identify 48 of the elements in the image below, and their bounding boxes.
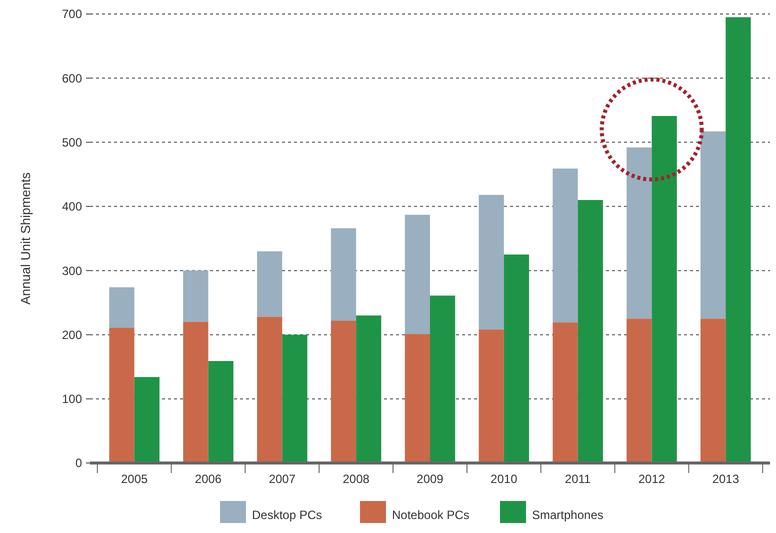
bar (109, 287, 134, 328)
y-axis-title: Annual Unit Shipments (18, 172, 33, 305)
bar (578, 200, 603, 463)
legend-label: Notebook PCs (392, 508, 470, 522)
bar (257, 251, 282, 317)
bar (282, 334, 308, 463)
bar (726, 17, 751, 463)
x-tick-label: 2007 (268, 472, 296, 486)
y-tick-label: 100 (62, 392, 82, 406)
legend-label: Smartphones (532, 508, 604, 522)
bar (552, 168, 578, 323)
bar (700, 131, 726, 319)
bar (478, 330, 504, 463)
x-tick-label: 2012 (638, 472, 666, 486)
bar (504, 254, 530, 463)
y-tick-label: 700 (62, 7, 82, 22)
y-tick-label: 300 (62, 264, 82, 278)
legend-label: Desktop PCs (252, 508, 322, 522)
bar (257, 316, 282, 463)
x-tick-label: 2005 (120, 472, 148, 486)
bar (109, 328, 134, 463)
bar (356, 315, 382, 463)
bar (134, 377, 160, 463)
bar (478, 194, 504, 330)
y-tick-label: 500 (62, 135, 82, 150)
x-tick-label: 2013 (712, 472, 740, 486)
y-tick-label: 0 (75, 456, 82, 470)
y-tick-label: 400 (62, 200, 82, 214)
bar (626, 147, 652, 319)
x-tick-label: 2006 (194, 472, 222, 486)
x-tick-label: 2011 (564, 472, 592, 486)
bar (430, 296, 456, 463)
y-tick-label: 600 (62, 71, 82, 86)
bar (330, 320, 356, 463)
bar (700, 318, 726, 463)
bar (183, 322, 208, 463)
bar (330, 228, 356, 321)
bar (552, 322, 578, 463)
x-tick-label: 2010 (490, 472, 518, 486)
bar (208, 361, 234, 463)
y-tick-label: 200 (62, 328, 82, 342)
bar (183, 270, 208, 322)
bar (404, 214, 430, 334)
x-tick-label: 2009 (416, 472, 444, 486)
bar (404, 334, 430, 463)
bar (626, 318, 652, 463)
x-tick-label: 2008 (342, 472, 370, 486)
bar (652, 116, 677, 463)
